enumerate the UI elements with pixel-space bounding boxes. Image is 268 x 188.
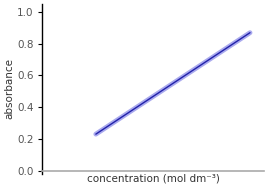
Y-axis label: absorbance: absorbance — [4, 58, 14, 119]
X-axis label: concentration (mol dm⁻³): concentration (mol dm⁻³) — [87, 173, 219, 183]
